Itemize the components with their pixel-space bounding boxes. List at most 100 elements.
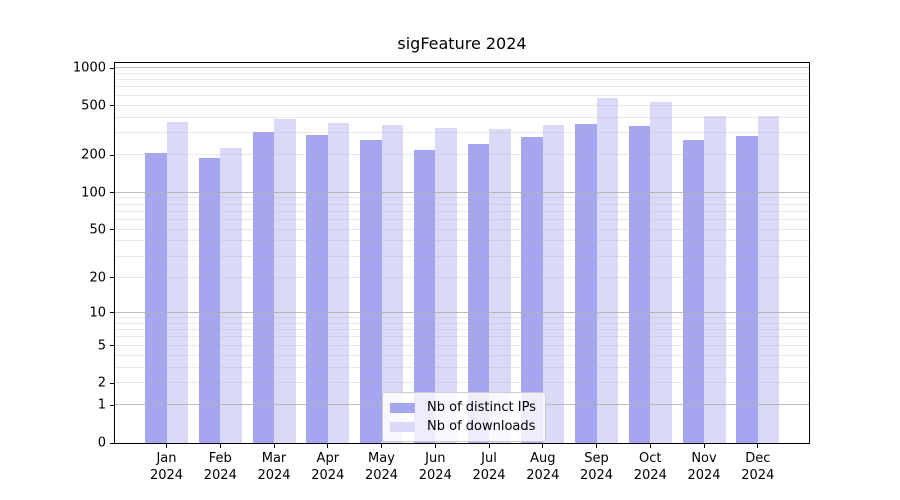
x-tick-label-jul: Jul 2024 — [472, 451, 506, 483]
x-tick-label-may: May 2024 — [364, 451, 399, 483]
x-tick-mark — [219, 444, 221, 448]
y-tick-label: 5 — [97, 338, 106, 354]
gridline-minor — [115, 154, 809, 156]
gridline-minor — [115, 382, 809, 384]
x-tick-label-feb: Feb 2024 — [203, 451, 237, 483]
x-tick-label-sep: Sep 2024 — [579, 451, 614, 483]
x-tick-mark — [703, 444, 705, 448]
x-tick-mark — [327, 444, 329, 448]
gridline-major — [115, 311, 809, 313]
bar-distinct_ips-may — [360, 139, 382, 443]
gridline-minor — [115, 116, 809, 118]
gridline-minor — [115, 218, 809, 220]
bar-distinct_ips-feb — [198, 157, 221, 443]
legend-row-distinct-ips: Nb of distinct IPs — [390, 398, 536, 417]
legend-row-downloads: Nb of downloads — [390, 417, 536, 436]
bar-distinct_ips-oct — [628, 125, 651, 443]
x-tick-label-mar: Mar 2024 — [257, 451, 291, 483]
bar-distinct_ips-sep — [575, 124, 597, 443]
x-tick-mark — [757, 444, 759, 448]
y-tick-label: 2 — [97, 375, 106, 391]
gridline-minor — [115, 104, 809, 106]
gridline-minor — [115, 210, 809, 212]
y-tick-mark — [110, 404, 114, 406]
bar-downloads-apr — [327, 122, 350, 443]
legend-label-distinct-ips: Nb of distinct IPs — [427, 400, 536, 415]
gridline-minor — [115, 317, 809, 318]
y-tick-label: 20 — [89, 270, 106, 286]
gridline-minor — [115, 228, 809, 230]
bar-downloads-may — [381, 124, 403, 443]
bar-distinct_ips-dec — [736, 136, 758, 443]
gridline-major — [115, 191, 809, 193]
y-tick-mark — [110, 67, 114, 69]
gridline-minor — [115, 240, 809, 242]
x-tick-label-apr: Apr 2024 — [311, 451, 345, 483]
bar-downloads-jun — [435, 128, 457, 443]
x-tick-label-aug: Aug 2024 — [526, 451, 560, 483]
x-tick-mark — [649, 444, 651, 448]
gridline-minor — [115, 276, 809, 278]
legend-swatch-distinct-ips — [390, 402, 415, 413]
gridline-minor — [115, 336, 809, 338]
gridline-minor — [115, 322, 809, 324]
gridline-minor — [115, 344, 809, 346]
x-tick-mark — [273, 444, 275, 448]
y-tick-mark — [110, 345, 114, 347]
x-tick-label-nov: Nov 2024 — [687, 451, 721, 483]
x-tick-mark — [166, 444, 167, 448]
bar-downloads-jan — [166, 122, 188, 443]
bar-downloads-oct — [650, 102, 672, 443]
y-tick-mark — [110, 277, 114, 279]
gridline-minor — [115, 86, 809, 88]
x-tick-mark — [434, 444, 436, 448]
y-tick-mark — [110, 312, 114, 314]
y-tick-mark — [110, 192, 114, 193]
gridline-minor — [115, 255, 809, 257]
gridline-minor — [115, 94, 809, 96]
bar-distinct_ips-jul — [467, 144, 489, 443]
gridline-minor — [115, 329, 809, 331]
bar-downloads-mar — [274, 119, 296, 443]
y-tick-mark — [110, 382, 114, 384]
x-tick-mark — [542, 444, 544, 448]
bar-distinct_ips-apr — [306, 134, 328, 443]
gridline-minor — [115, 203, 809, 205]
legend-swatch-downloads — [390, 421, 415, 432]
bar-distinct_ips-aug — [521, 137, 543, 443]
legend: Nb of distinct IPs Nb of downloads — [382, 392, 546, 442]
x-tick-label-dec: Dec 2024 — [741, 451, 775, 483]
y-tick-label: 1 — [97, 397, 106, 413]
bar-downloads-feb — [220, 147, 242, 443]
y-tick-label: 0 — [97, 435, 106, 451]
bar-downloads-jul — [489, 128, 511, 443]
bar-downloads-nov — [704, 115, 726, 443]
chart-title: sigFeature 2024 — [397, 34, 527, 53]
x-tick-label-oct: Oct 2024 — [633, 451, 667, 483]
y-tick-label: 200 — [81, 147, 106, 163]
gridline-minor — [115, 354, 809, 356]
bar-distinct_ips-mar — [252, 131, 274, 443]
gridline-minor — [115, 79, 809, 81]
y-tick-label: 1000 — [72, 60, 106, 76]
bar-downloads-aug — [542, 125, 565, 443]
gridline-major — [115, 67, 809, 68]
plot-area: Nb of distinct IPs Nb of downloads — [114, 62, 810, 444]
gridline-minor — [115, 366, 809, 368]
y-tick-label: 10 — [89, 305, 106, 321]
y-tick-mark — [110, 229, 114, 231]
bar-downloads-dec — [757, 115, 780, 443]
bar-distinct_ips-jan — [145, 153, 167, 443]
y-tick-label: 50 — [89, 222, 106, 238]
gridline-minor — [115, 132, 809, 134]
bar-downloads-sep — [596, 98, 618, 443]
y-tick-mark — [110, 154, 114, 156]
y-tick-label: 100 — [81, 185, 106, 200]
bar-distinct_ips-nov — [682, 139, 704, 443]
legend-label-downloads: Nb of downloads — [427, 419, 536, 434]
y-tick-mark — [110, 442, 114, 444]
x-tick-mark — [596, 444, 597, 448]
x-tick-mark — [381, 444, 382, 448]
gridline-minor — [115, 72, 809, 74]
